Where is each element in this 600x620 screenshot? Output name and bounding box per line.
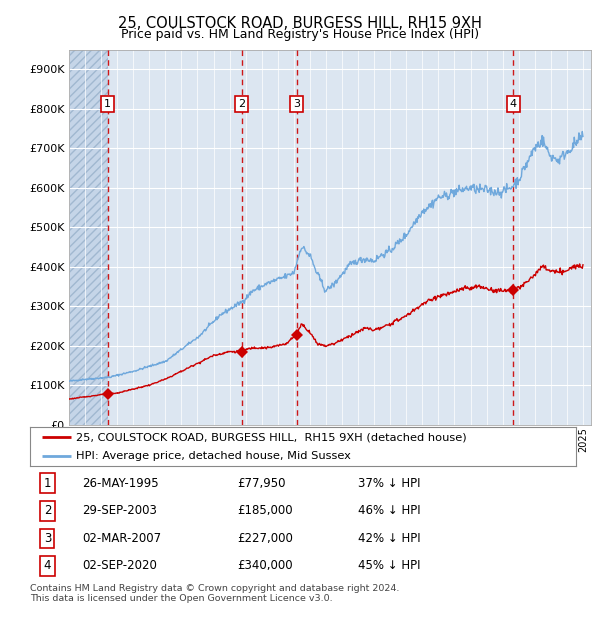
Text: 42% ↓ HPI: 42% ↓ HPI [358,532,420,545]
Text: 2: 2 [238,99,245,109]
Text: £227,000: £227,000 [238,532,293,545]
Text: 2: 2 [44,504,51,517]
Text: 29-SEP-2003: 29-SEP-2003 [82,504,157,517]
Text: 46% ↓ HPI: 46% ↓ HPI [358,504,420,517]
Text: 1: 1 [104,99,111,109]
Text: HPI: Average price, detached house, Mid Sussex: HPI: Average price, detached house, Mid … [76,451,351,461]
Text: 02-MAR-2007: 02-MAR-2007 [82,532,161,545]
Text: 25, COULSTOCK ROAD, BURGESS HILL, RH15 9XH: 25, COULSTOCK ROAD, BURGESS HILL, RH15 9… [118,16,482,30]
Text: 25, COULSTOCK ROAD, BURGESS HILL,  RH15 9XH (detached house): 25, COULSTOCK ROAD, BURGESS HILL, RH15 9… [76,432,467,442]
Text: £185,000: £185,000 [238,504,293,517]
Text: £77,950: £77,950 [238,477,286,490]
Text: 1: 1 [44,477,51,490]
Text: Contains HM Land Registry data © Crown copyright and database right 2024.
This d: Contains HM Land Registry data © Crown c… [30,584,400,603]
Text: £340,000: £340,000 [238,559,293,572]
Text: 45% ↓ HPI: 45% ↓ HPI [358,559,420,572]
Text: 26-MAY-1995: 26-MAY-1995 [82,477,158,490]
Text: 02-SEP-2020: 02-SEP-2020 [82,559,157,572]
Text: 3: 3 [44,532,51,545]
Text: 4: 4 [510,99,517,109]
Text: Price paid vs. HM Land Registry's House Price Index (HPI): Price paid vs. HM Land Registry's House … [121,28,479,41]
Text: 3: 3 [293,99,300,109]
Text: 4: 4 [44,559,51,572]
Text: 37% ↓ HPI: 37% ↓ HPI [358,477,420,490]
